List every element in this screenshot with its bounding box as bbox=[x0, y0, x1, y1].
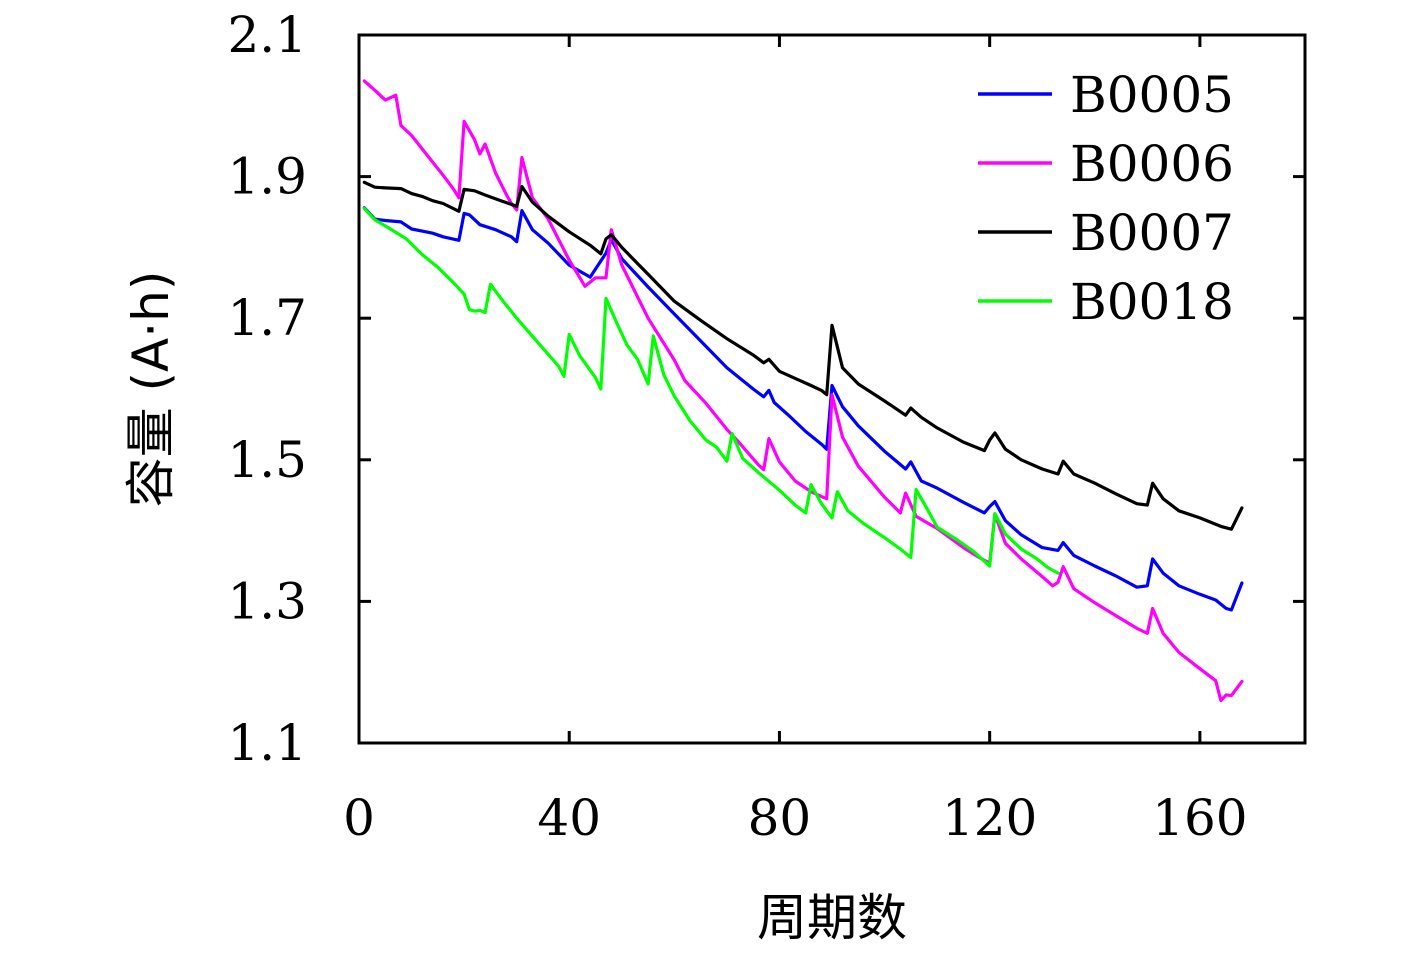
legend: B0005 B0006 B0007 B0018 bbox=[978, 66, 1234, 331]
y-tick-label: 1.3 bbox=[227, 572, 307, 630]
y-tick-label: 1.5 bbox=[227, 431, 307, 489]
series-line-b0005 bbox=[362, 206, 1244, 612]
series-line-b0007 bbox=[362, 180, 1244, 531]
legend-label-b0018: B0018 bbox=[1070, 273, 1234, 331]
y-tick-label: 1.9 bbox=[227, 148, 307, 206]
y-axis-title: 容量 (A·h) bbox=[122, 271, 180, 508]
x-tick-label: 40 bbox=[537, 789, 601, 847]
x-axis-title: 周期数 bbox=[757, 889, 907, 947]
x-tick-label: 160 bbox=[1152, 789, 1247, 847]
plot-frame bbox=[357, 33, 1307, 745]
x-tick-label: 80 bbox=[748, 789, 812, 847]
x-tick-label: 120 bbox=[942, 789, 1037, 847]
series-line-b0018 bbox=[362, 206, 1060, 575]
legend-label-b0006: B0006 bbox=[1070, 135, 1234, 193]
y-tick-label: 1.1 bbox=[227, 714, 307, 772]
legend-label-b0007: B0007 bbox=[1070, 204, 1234, 262]
legend-label-b0005: B0005 bbox=[1070, 66, 1234, 124]
x-tick-label: 0 bbox=[343, 789, 375, 847]
ticks-layer: 0 40 80 120 160 1.1 1.3 1.5 1.7 1.9 2.1 bbox=[227, 6, 1305, 847]
y-tick-label: 2.1 bbox=[227, 6, 307, 64]
series-line-b0006 bbox=[362, 79, 1244, 703]
y-tick-label: 1.7 bbox=[227, 289, 307, 347]
series-layer bbox=[362, 79, 1244, 703]
